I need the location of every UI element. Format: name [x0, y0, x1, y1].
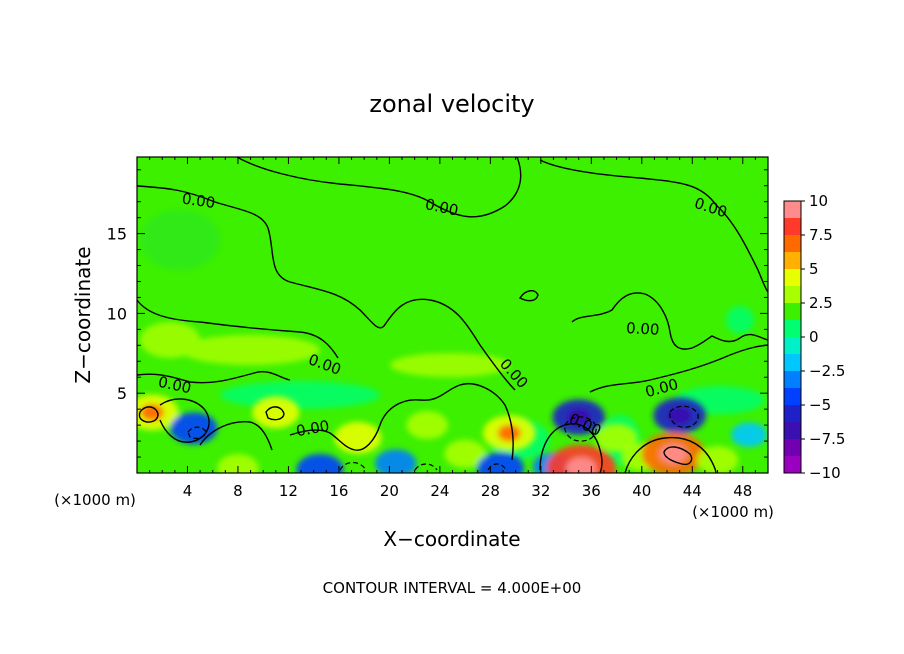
field-anomaly — [406, 411, 449, 440]
contour-line — [539, 423, 603, 473]
contour-line — [518, 290, 539, 302]
field-blotch — [390, 353, 510, 377]
field-anomaly — [696, 446, 739, 473]
colorbar-label: 2.5 — [809, 294, 833, 312]
contour-line — [539, 159, 768, 293]
contour-label: 0.00 — [295, 417, 331, 441]
contour-line-negative — [487, 463, 507, 471]
colorbar-swatch — [784, 388, 801, 406]
contour-line — [138, 406, 159, 423]
colorbar-label: 0 — [809, 328, 819, 346]
field-anomaly — [476, 452, 524, 473]
colorbar-label: 10 — [809, 192, 828, 210]
contour-line-negative — [187, 426, 207, 439]
contour-interval-note: CONTOUR INTERVAL = 4.000E+00 — [323, 579, 582, 597]
contour-label: 0.00 — [626, 319, 660, 339]
field-anomaly — [595, 423, 638, 452]
colorbar-swatch — [784, 371, 801, 389]
x-tick-label: 36 — [582, 482, 601, 500]
colorbar-label: 7.5 — [809, 226, 833, 244]
colorbar-swatch — [784, 269, 801, 287]
colorbar-label: −10 — [809, 464, 841, 482]
contour-line — [159, 398, 210, 443]
x-axis: 4 8 12 16 20 24 28 32 36 40 44 48 — [149, 157, 756, 500]
colorbar-label: −5 — [809, 396, 831, 414]
contour-line — [199, 421, 273, 451]
x-tick-label: 48 — [733, 482, 752, 500]
contour-line — [236, 157, 522, 218]
x-tick-label: 8 — [233, 482, 243, 500]
field-anomaly — [374, 449, 417, 473]
field-blotch — [140, 322, 200, 358]
plot-area: 0.00 0.00 0.00 0.00 0.00 0.00 0.00 0.00 … — [107, 156, 769, 500]
colorbar-swatch — [784, 456, 801, 474]
contour-line-negative — [414, 463, 438, 471]
x-unit-left: (×1000 m) — [54, 491, 136, 509]
contour-line — [137, 370, 291, 384]
colorbar-swatch — [784, 303, 801, 321]
colorbar-swatch — [784, 218, 801, 236]
colorbar-swatch — [784, 252, 801, 270]
contour-line — [589, 344, 768, 393]
field-anomaly — [731, 422, 768, 447]
colorbar-swatch — [784, 337, 801, 355]
x-axis-label: X−coordinate — [383, 527, 520, 551]
field-blotch — [180, 335, 320, 365]
x-tick-label: 40 — [632, 482, 651, 500]
contour-line-negative — [339, 461, 367, 471]
field-blotch — [140, 210, 220, 270]
field-anomaly — [170, 412, 218, 445]
field-anomaly-core — [668, 407, 692, 424]
y-axis: 5 10 15 — [107, 169, 768, 458]
x-tick-label: 4 — [183, 482, 193, 500]
contour-line — [663, 446, 693, 466]
x-tick-label: 20 — [380, 482, 399, 500]
field-anomaly-core — [566, 457, 597, 473]
colorbar-label: 5 — [809, 260, 819, 278]
colorbar-swatch — [784, 422, 801, 440]
field-anomaly-core — [497, 424, 521, 442]
negative-contours — [187, 405, 699, 471]
x-tick-label: 28 — [481, 482, 500, 500]
field-anomaly — [252, 396, 300, 429]
colorbar-swatch — [784, 201, 801, 219]
colorbar: 10 7.5 5 2.5 0 −2.5 −5 −7.5 −10 — [783, 192, 845, 482]
contour-label: 0.00 — [181, 190, 217, 212]
contour-line — [265, 406, 285, 421]
y-axis-label: Z−coordinate — [71, 246, 95, 383]
field-anomaly — [296, 453, 344, 473]
zero-contours — [137, 157, 768, 473]
field-anomaly — [444, 439, 486, 468]
x-tick-label: 44 — [683, 482, 702, 500]
contour-line-negative — [564, 416, 597, 442]
contour-line — [571, 292, 768, 350]
y-tick-label: 10 — [107, 304, 127, 323]
field-blotch — [220, 381, 380, 409]
chart-title: zonal velocity — [369, 90, 534, 118]
x-tick-label: 32 — [531, 482, 550, 500]
field-blotch — [726, 306, 754, 334]
colorbar-swatch — [784, 439, 801, 457]
contour-line — [289, 383, 514, 461]
field-anomaly-core — [140, 403, 164, 421]
colorbar-swatch — [784, 286, 801, 304]
colorbar-label: −7.5 — [809, 430, 845, 448]
x-unit-right: (×1000 m) — [692, 503, 774, 521]
x-tick-label: 16 — [329, 482, 348, 500]
x-tick-label: 12 — [279, 482, 298, 500]
contour-line — [137, 185, 516, 391]
colorbar-swatch — [784, 320, 801, 338]
colorbar-swatch — [784, 354, 801, 372]
colorbar-swatch — [784, 405, 801, 423]
x-tick-label: 24 — [430, 482, 449, 500]
contour-line — [624, 436, 717, 473]
colorbar-label: −2.5 — [809, 362, 845, 380]
y-tick-label: 15 — [107, 225, 127, 244]
field-anomaly — [217, 454, 259, 473]
colorbar-swatch — [784, 235, 801, 253]
y-tick-label: 5 — [117, 384, 127, 403]
contour-line — [137, 299, 339, 359]
